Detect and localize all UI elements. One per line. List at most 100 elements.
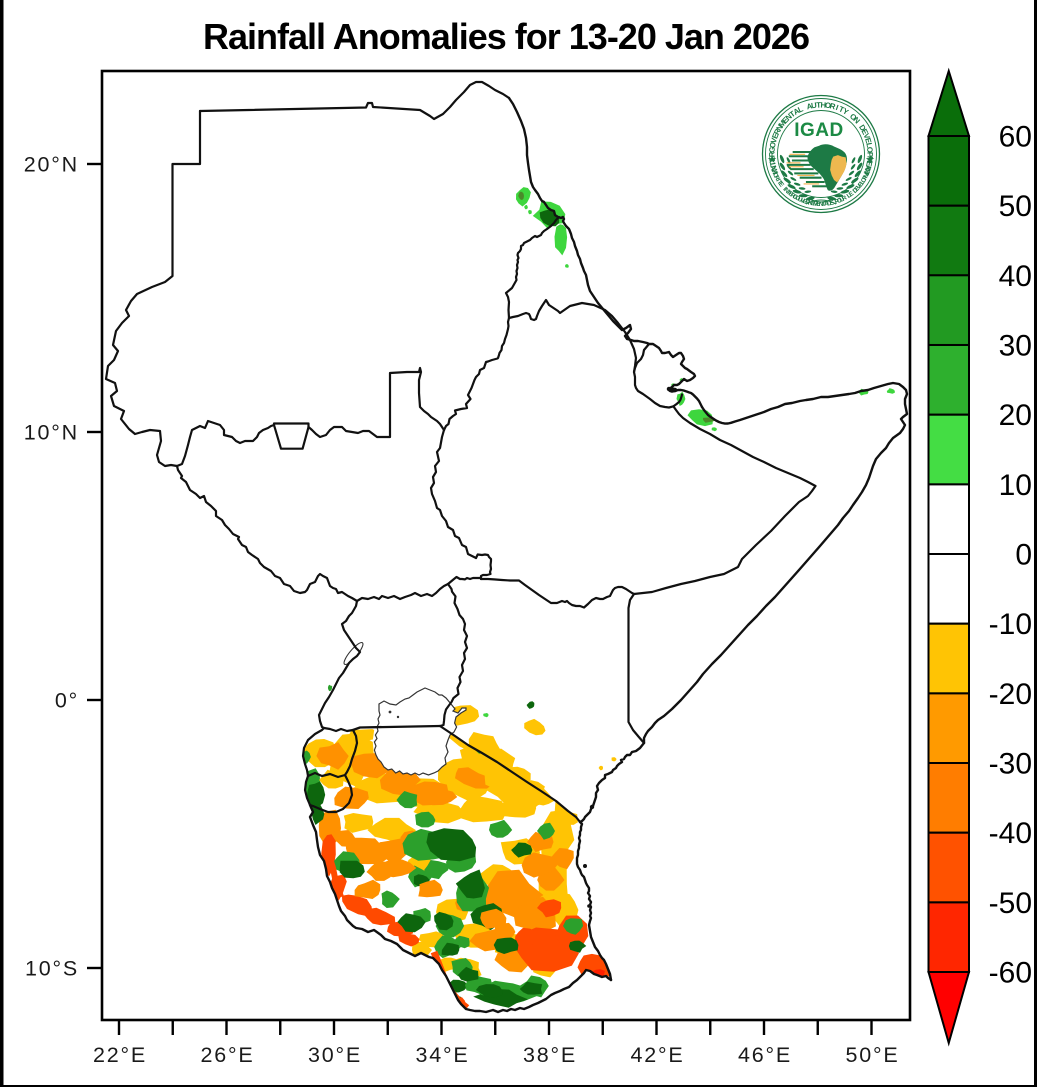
svg-text:P: P <box>861 174 870 182</box>
svg-text:E: E <box>857 180 866 188</box>
svg-text:L: L <box>796 104 804 114</box>
svg-text:★: ★ <box>767 154 777 166</box>
svg-text:R: R <box>767 151 776 157</box>
svg-text:V: V <box>769 136 779 144</box>
svg-text:Y: Y <box>841 106 851 117</box>
svg-text:O: O <box>794 194 802 203</box>
svg-text:L: L <box>859 179 867 186</box>
svg-text:E: E <box>864 169 872 176</box>
svg-text:E: E <box>864 160 874 167</box>
svg-text:E: E <box>777 181 786 189</box>
svg-text:30°E: 30°E <box>308 1043 362 1067</box>
svg-text:N: N <box>865 167 873 174</box>
svg-text:E: E <box>770 132 780 140</box>
svg-text:E: E <box>829 199 835 207</box>
svg-text:I: I <box>835 103 840 112</box>
svg-text:M: M <box>777 119 788 130</box>
svg-text:50°E: 50°E <box>845 1043 899 1067</box>
svg-text:T: T <box>822 201 826 208</box>
svg-text:0: 0 <box>1015 539 1032 572</box>
svg-text:38°E: 38°E <box>523 1043 577 1067</box>
svg-text:T: T <box>816 100 821 109</box>
svg-text:N: N <box>782 187 790 196</box>
svg-text:R: R <box>841 194 849 203</box>
svg-text:-30: -30 <box>989 748 1032 781</box>
svg-text:E: E <box>860 127 870 136</box>
svg-text:R: R <box>789 192 797 201</box>
svg-text:V: V <box>855 182 864 190</box>
svg-text:E: E <box>863 137 873 144</box>
svg-text:U: U <box>839 196 846 204</box>
svg-text:IGAD: IGAD <box>794 120 844 141</box>
svg-text:T: T <box>837 104 845 114</box>
svg-text:E: E <box>816 201 821 208</box>
svg-text:O: O <box>836 197 843 205</box>
svg-text:Rainfall Anomalies for 13-20 J: Rainfall Anomalies for 13-20 Jan 2026 <box>203 16 809 57</box>
svg-text:-60: -60 <box>989 957 1032 990</box>
svg-text:-40: -40 <box>989 817 1032 850</box>
svg-text:20: 20 <box>999 399 1032 432</box>
svg-text:22°E: 22°E <box>93 1043 147 1067</box>
svg-text:10°S: 10°S <box>25 957 79 981</box>
svg-text:O: O <box>860 176 869 184</box>
svg-text:0°: 0° <box>55 689 79 713</box>
svg-text:R: R <box>772 174 781 182</box>
svg-text:42°E: 42°E <box>630 1043 684 1067</box>
svg-text:L: L <box>846 192 853 200</box>
svg-text:N: N <box>851 115 862 126</box>
svg-text:T: T <box>770 170 778 176</box>
svg-text:E: E <box>780 115 790 125</box>
svg-text:L: L <box>827 200 832 208</box>
svg-text:10: 10 <box>999 469 1032 502</box>
svg-text:E: E <box>848 190 856 199</box>
svg-text:U: U <box>796 196 803 204</box>
svg-text:M: M <box>862 172 871 180</box>
svg-text:-50: -50 <box>989 887 1032 920</box>
svg-text:R: R <box>772 127 783 136</box>
svg-text:V: V <box>799 197 806 205</box>
svg-text:A: A <box>806 101 814 111</box>
svg-text:46°E: 46°E <box>738 1043 792 1067</box>
svg-text:P: P <box>834 198 841 206</box>
svg-text:O: O <box>848 112 859 123</box>
svg-text:N: N <box>774 123 785 133</box>
svg-text:E: E <box>787 190 795 199</box>
svg-text:T: T <box>788 109 797 119</box>
svg-text:O: O <box>824 101 831 111</box>
svg-text:N: N <box>769 164 779 172</box>
svg-text:★: ★ <box>865 154 875 166</box>
svg-text:G: G <box>767 146 776 153</box>
svg-text:N: N <box>819 201 824 208</box>
svg-text:T: T <box>866 165 874 171</box>
svg-text:N: N <box>807 199 813 207</box>
svg-text:34°E: 34°E <box>415 1043 469 1067</box>
svg-text:U: U <box>811 101 818 111</box>
svg-text:N: N <box>863 164 873 172</box>
svg-text:26°E: 26°E <box>200 1043 254 1067</box>
svg-text:I: I <box>771 170 780 175</box>
svg-text:O: O <box>771 172 779 180</box>
svg-text:E: E <box>810 200 816 208</box>
svg-text:N: N <box>784 112 794 123</box>
svg-text:E: E <box>853 184 862 192</box>
svg-text:T: T <box>861 169 871 177</box>
svg-text:T: T <box>775 179 783 186</box>
svg-text:-20: -20 <box>989 678 1032 711</box>
svg-text:30: 30 <box>999 330 1032 363</box>
svg-text:T: T <box>768 160 778 167</box>
svg-text:G: G <box>791 193 799 202</box>
svg-text:I: I <box>781 186 787 192</box>
svg-text:20°N: 20°N <box>24 153 79 177</box>
svg-text:T: T <box>785 189 793 197</box>
svg-text:A: A <box>792 106 802 117</box>
svg-text:40: 40 <box>999 260 1032 293</box>
svg-text:A: A <box>824 200 830 207</box>
svg-text:-10: -10 <box>989 608 1032 641</box>
svg-text:R: R <box>829 101 837 111</box>
svg-text:10°N: 10°N <box>24 421 79 445</box>
svg-text:M: M <box>813 200 819 208</box>
svg-text:D: D <box>857 123 868 133</box>
svg-text:E: E <box>768 156 777 162</box>
svg-text:E: E <box>802 198 809 206</box>
svg-text:H: H <box>820 100 826 109</box>
